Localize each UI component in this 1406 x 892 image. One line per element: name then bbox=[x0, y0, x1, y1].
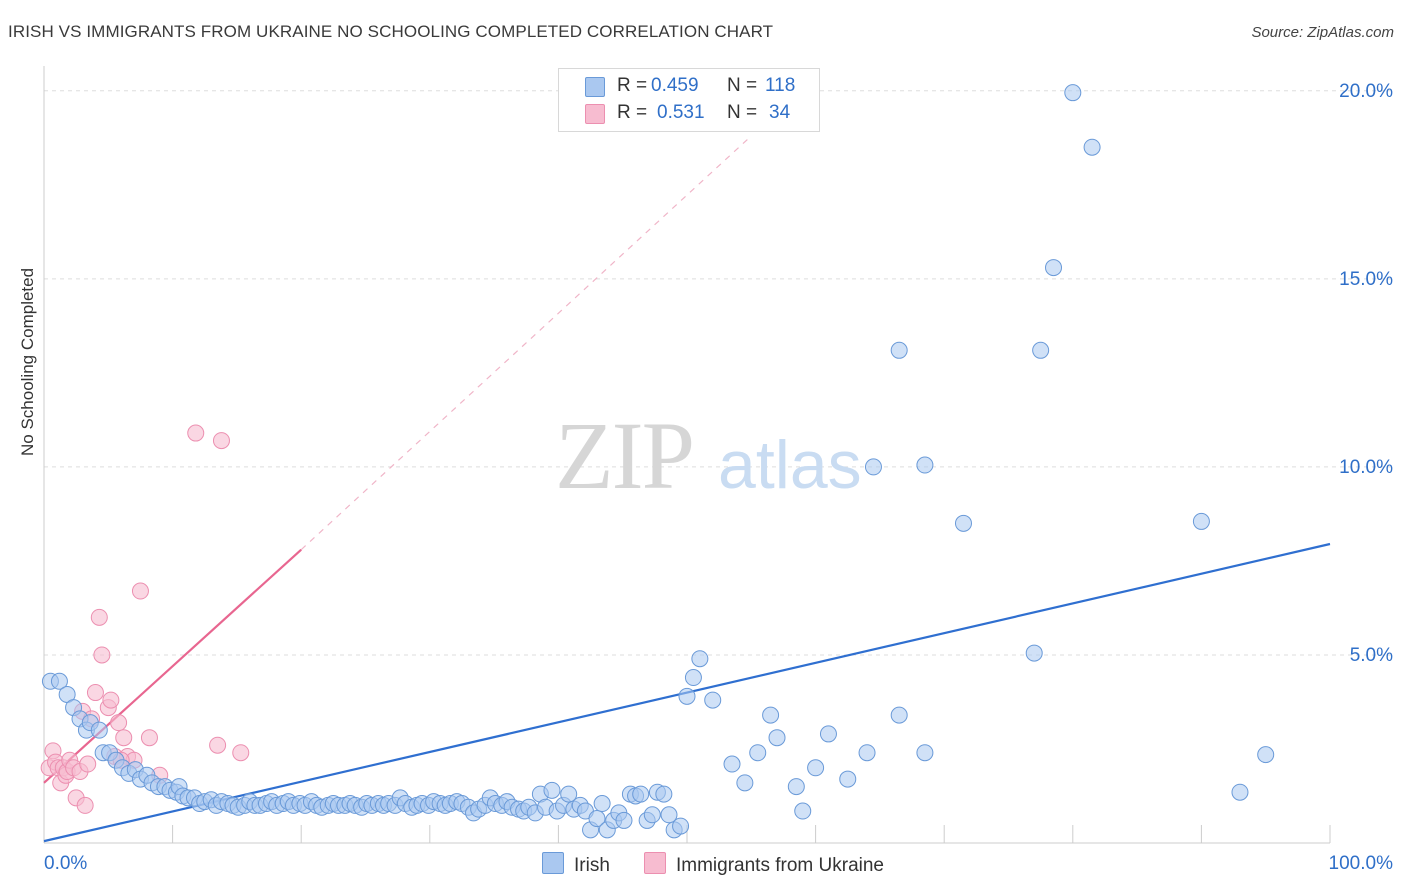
y-axis-label: No Schooling Completed bbox=[18, 267, 37, 456]
irish-point bbox=[50, 672, 68, 690]
x-tick-label: 100.0% bbox=[1329, 853, 1394, 874]
irish-point bbox=[890, 706, 908, 724]
ukraine-swatch bbox=[585, 104, 605, 124]
y-tick-label: 15.0% bbox=[1339, 269, 1393, 290]
ukraine-swatch bbox=[644, 852, 666, 874]
ukraine-point bbox=[102, 691, 120, 709]
irish-point bbox=[1257, 746, 1275, 764]
ukraine-trend-line bbox=[43, 548, 302, 784]
irish-point bbox=[691, 650, 709, 668]
legend-r-value: 0.459 bbox=[651, 75, 699, 96]
y-tick-label: 20.0% bbox=[1339, 81, 1393, 102]
irish-point bbox=[916, 744, 934, 762]
irish-point bbox=[954, 514, 972, 532]
x-tick-label: 0.0% bbox=[44, 853, 87, 874]
legend-n-value: 34 bbox=[769, 102, 791, 123]
y-tick-label: 10.0% bbox=[1339, 457, 1393, 478]
irish-point bbox=[615, 811, 633, 829]
irish-point bbox=[90, 721, 108, 739]
legend-n-label: N = bbox=[727, 75, 758, 96]
irish-point bbox=[655, 785, 673, 803]
irish-swatch bbox=[585, 77, 605, 97]
grid-lines bbox=[44, 90, 1392, 656]
ukraine-point bbox=[90, 608, 108, 626]
irish-point bbox=[543, 781, 561, 799]
irish-point bbox=[1032, 341, 1050, 359]
bottom-legend-ukraine: Immigrants from Ukraine bbox=[644, 852, 884, 877]
ukraine-point bbox=[79, 755, 97, 773]
irish-point bbox=[678, 687, 696, 705]
legend-n-label: N = bbox=[727, 102, 758, 123]
irish-point bbox=[593, 795, 611, 813]
bottom-legend-irish-label: Irish bbox=[574, 855, 610, 876]
legend-n-value: 118 bbox=[765, 75, 796, 96]
bottom-legend-ukraine-label: Immigrants from Ukraine bbox=[676, 855, 884, 876]
ukraine-point bbox=[93, 646, 111, 664]
tick-labels: 5.0% 10.0% 15.0% 20.0% 0.0% 100.0% bbox=[44, 81, 1393, 874]
irish-point bbox=[787, 778, 805, 796]
irish-point bbox=[864, 458, 882, 476]
irish-point bbox=[643, 806, 661, 824]
irish-swatch bbox=[542, 852, 564, 874]
irish-point bbox=[839, 770, 857, 788]
legend-r-value: 0.531 bbox=[657, 102, 705, 123]
irish-point bbox=[560, 785, 578, 803]
irish-point bbox=[1064, 84, 1082, 102]
ukraine-point bbox=[187, 424, 205, 442]
ukraine-point bbox=[115, 729, 133, 747]
irish-point bbox=[660, 806, 678, 824]
irish-point bbox=[1192, 512, 1210, 530]
irish-point bbox=[1025, 644, 1043, 662]
ukraine-point bbox=[86, 684, 104, 702]
irish-point bbox=[890, 341, 908, 359]
irish-point bbox=[1045, 259, 1063, 277]
irish-point bbox=[768, 729, 786, 747]
irish-point bbox=[736, 774, 754, 792]
irish-point bbox=[762, 706, 780, 724]
legend-r-label: R = bbox=[617, 102, 648, 123]
ukraine-point bbox=[209, 736, 227, 754]
irish-point bbox=[1231, 783, 1249, 801]
irish-point bbox=[858, 744, 876, 762]
ukraine-point bbox=[131, 582, 149, 600]
irish-point bbox=[672, 817, 690, 835]
irish-points bbox=[41, 84, 1275, 839]
irish-point bbox=[819, 725, 837, 743]
bottom-legend-irish: Irish bbox=[542, 852, 610, 877]
ukraine-point bbox=[212, 432, 230, 450]
irish-point bbox=[723, 755, 741, 773]
chart-title: IRISH VS IMMIGRANTS FROM UKRAINE NO SCHO… bbox=[8, 22, 774, 41]
watermark: ZIP atlas bbox=[555, 402, 862, 509]
irish-point bbox=[632, 785, 650, 803]
irish-point bbox=[807, 759, 825, 777]
axes bbox=[43, 66, 1331, 844]
svg-text:ZIP: ZIP bbox=[555, 402, 693, 509]
y-tick-label: 5.0% bbox=[1350, 645, 1393, 666]
source-label: Source: ZipAtlas.com bbox=[1251, 24, 1394, 41]
ukraine-point bbox=[110, 714, 128, 732]
irish-point bbox=[684, 669, 702, 687]
irish-point bbox=[704, 691, 722, 709]
irish-point bbox=[916, 456, 934, 474]
irish-point bbox=[1083, 138, 1101, 156]
irish-point bbox=[588, 810, 606, 828]
irish-point bbox=[794, 802, 812, 820]
legend-box: R = 0.459 N = 118 R = 0.531 N = 34 bbox=[558, 68, 820, 132]
svg-text:atlas: atlas bbox=[718, 427, 862, 503]
ukraine-point bbox=[232, 744, 250, 762]
irish-point bbox=[749, 744, 767, 762]
ukraine-point bbox=[140, 729, 158, 747]
ukraine-points bbox=[40, 424, 250, 814]
legend-r-label: R = bbox=[617, 75, 648, 96]
ukraine-trend-extension bbox=[300, 135, 752, 551]
ukraine-point bbox=[76, 796, 94, 814]
